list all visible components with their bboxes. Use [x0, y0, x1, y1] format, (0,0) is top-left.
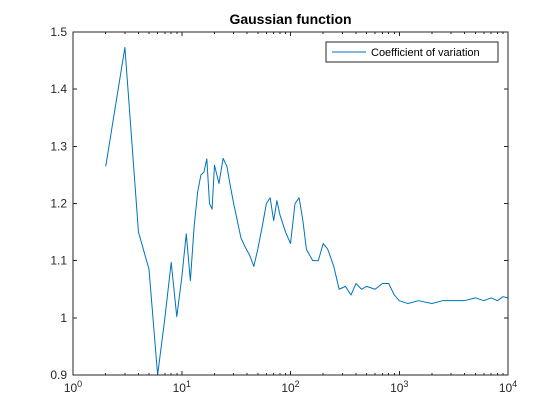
x-tick-label: 103	[390, 379, 408, 395]
y-tick-label: 1.4	[50, 82, 67, 96]
y-tick-label: 1.2	[50, 197, 67, 211]
chart-title: Gaussian function	[229, 11, 351, 27]
y-tick-label: 1.1	[50, 254, 67, 268]
axes-box	[72, 31, 509, 376]
y-tick-label: 0.9	[50, 368, 67, 382]
legend-box	[325, 41, 499, 63]
x-tick-label: 104	[499, 379, 517, 395]
x-tick-label: 101	[173, 379, 191, 395]
legend: Coefficient of variation	[325, 41, 499, 63]
x-tick-label: 100	[64, 379, 82, 395]
series-layer	[105, 46, 509, 376]
y-tick-label: 1.3	[50, 139, 67, 153]
y-tick-label: 1	[60, 311, 67, 325]
y-tick-label: 1.5	[50, 25, 67, 39]
x-tick-label: 102	[281, 379, 299, 395]
ticks-layer: 0.9 1 1.1 1.2 1.3 1.4 1.5 100 101 102 103 104	[50, 25, 517, 395]
legend-label: Coefficient of variation	[371, 47, 480, 59]
series-line	[105, 46, 509, 376]
